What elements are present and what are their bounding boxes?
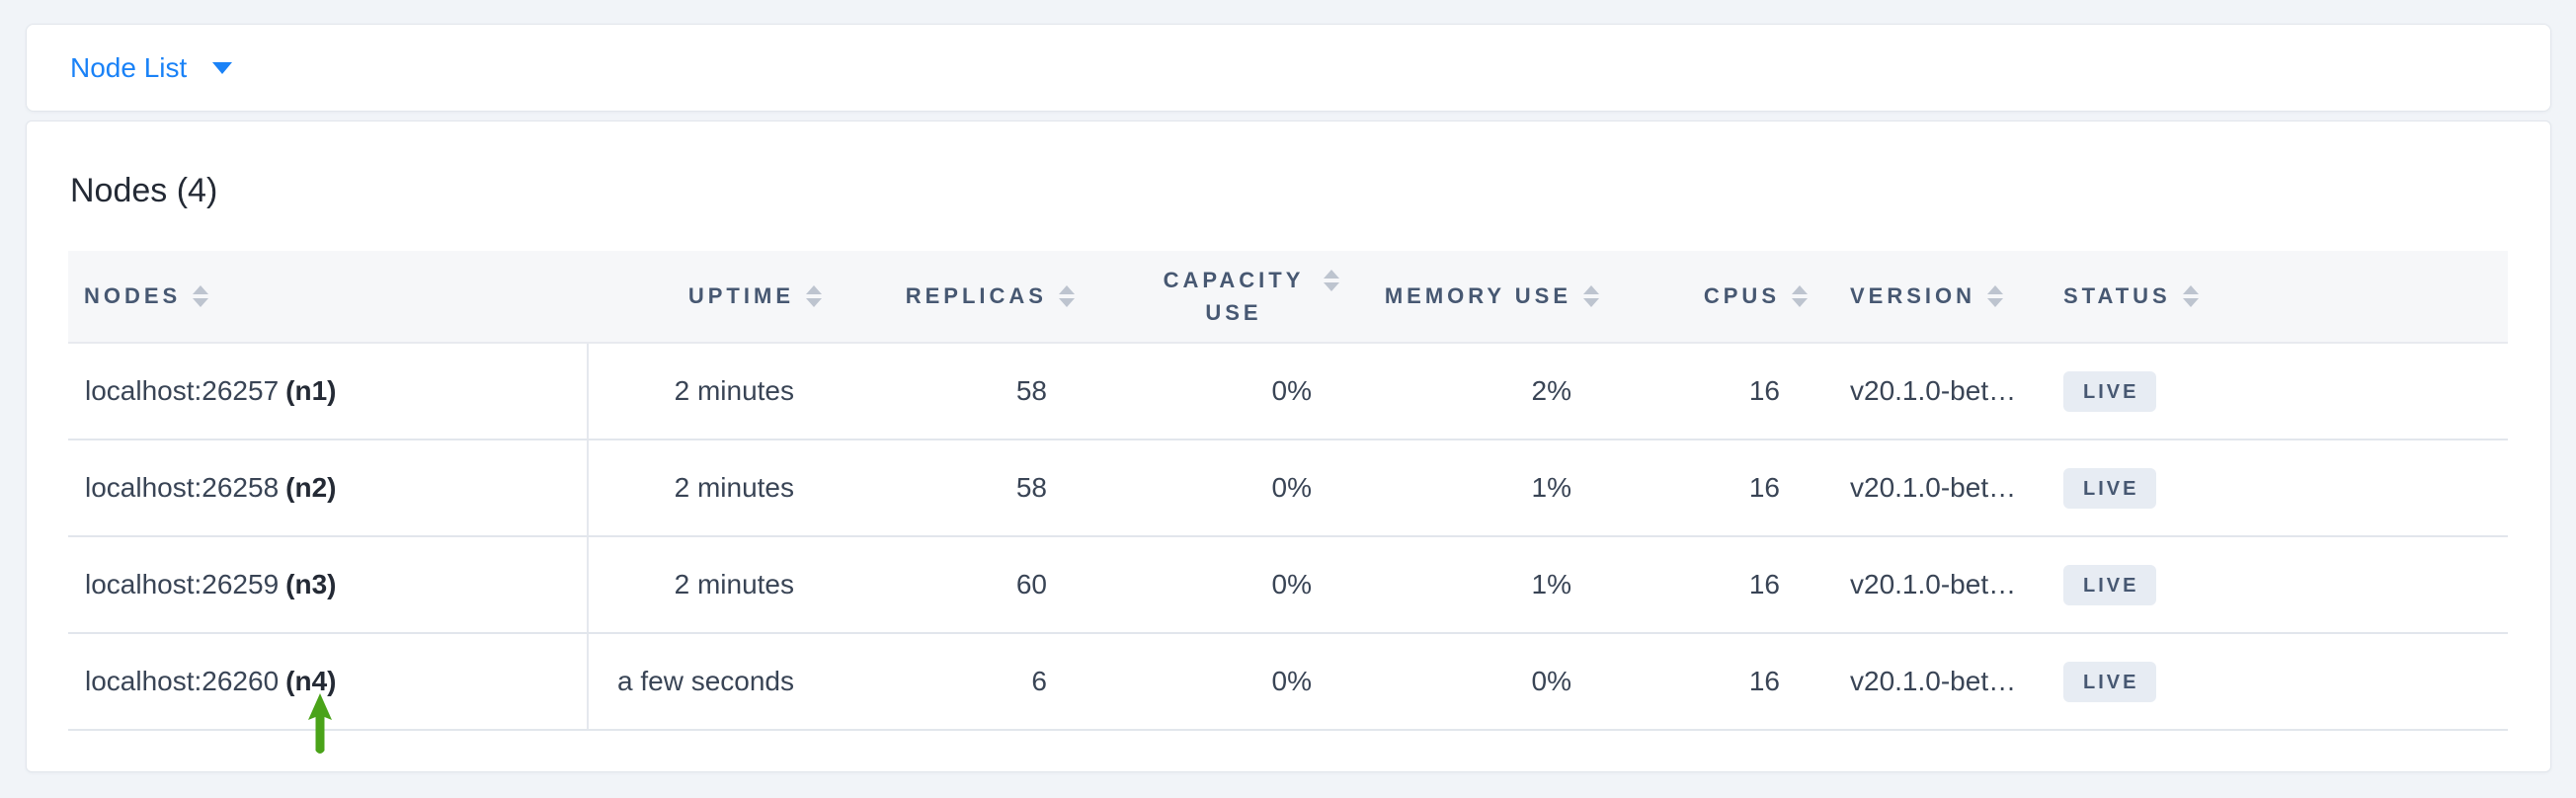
column-label: UPTIME bbox=[687, 283, 794, 308]
chevron-down-icon bbox=[212, 61, 233, 74]
memory-use-cell: 2% bbox=[1339, 343, 1599, 440]
table-row-n4[interactable]: localhost:26260 (n4) a few seconds 6 0% 0… bbox=[68, 633, 2508, 731]
status-cell: LIVE bbox=[2040, 343, 2508, 440]
node-address: localhost:26259 bbox=[85, 569, 280, 599]
replicas-cell: 58 bbox=[822, 439, 1075, 537]
node-list-dropdown[interactable]: Node List bbox=[70, 51, 233, 84]
capacity-use-cell: 0% bbox=[1075, 343, 1339, 440]
column-header-cpus[interactable]: CPUS bbox=[1599, 251, 1808, 344]
node-address-cell: localhost:26258 (n2) bbox=[68, 439, 589, 537]
sort-icon[interactable] bbox=[1324, 270, 1339, 291]
replicas-cell: 58 bbox=[822, 343, 1075, 440]
column-label: NODES bbox=[84, 283, 182, 308]
status-badge: LIVE bbox=[2063, 467, 2157, 509]
cpus-cell: 16 bbox=[1599, 439, 1808, 537]
status-cell: LIVE bbox=[2040, 536, 2508, 634]
cpus-cell: 16 bbox=[1599, 536, 1808, 634]
table-row-n3[interactable]: localhost:26259 (n3) 2 minutes 60 0% 1% 1… bbox=[68, 536, 2508, 634]
node-list-dropdown-label: Node List bbox=[70, 51, 188, 83]
node-id: (n3) bbox=[285, 569, 337, 599]
node-address: localhost:26258 bbox=[85, 472, 280, 503]
node-address-cell: localhost:26260 (n4) bbox=[68, 633, 589, 731]
node-id: (n4) bbox=[285, 666, 337, 696]
node-address: localhost:26257 bbox=[85, 375, 280, 406]
column-header-nodes[interactable]: NODES bbox=[68, 251, 588, 344]
version-cell: v20.1.0-bet… bbox=[1808, 536, 2040, 634]
node-id: (n2) bbox=[285, 472, 337, 503]
uptime-cell: 2 minutes bbox=[588, 343, 822, 440]
view-selector-bar: Node List bbox=[26, 24, 2551, 112]
sort-icon[interactable] bbox=[2182, 285, 2199, 307]
uptime-cell: 2 minutes bbox=[588, 439, 822, 537]
cpus-cell: 16 bbox=[1599, 633, 1808, 731]
memory-use-cell: 1% bbox=[1339, 536, 1599, 634]
column-label: REPLICAS bbox=[905, 283, 1047, 308]
table-row-n1[interactable]: localhost:26257 (n1) 2 minutes 58 0% 2% 1… bbox=[68, 343, 2508, 440]
sort-icon[interactable] bbox=[1987, 285, 2004, 307]
version-cell: v20.1.0-bet… bbox=[1808, 633, 2040, 731]
column-header-capacity-use[interactable]: CAPACITY USE bbox=[1075, 251, 1339, 344]
node-address-cell: localhost:26257 (n1) bbox=[68, 343, 589, 440]
table-header-row: NODES UPTIME REPLICAS CAPACITY USE MEMOR… bbox=[68, 251, 2508, 344]
nodes-table: NODES UPTIME REPLICAS CAPACITY USE MEMOR… bbox=[68, 251, 2508, 731]
status-cell: LIVE bbox=[2040, 439, 2508, 537]
sort-icon[interactable] bbox=[806, 285, 822, 307]
column-header-replicas[interactable]: REPLICAS bbox=[822, 251, 1075, 344]
status-cell: LIVE bbox=[2040, 633, 2508, 731]
cpus-cell: 16 bbox=[1599, 343, 1808, 440]
replicas-cell: 60 bbox=[822, 536, 1075, 634]
sort-icon[interactable] bbox=[1792, 285, 1808, 307]
node-address-cell: localhost:26259 (n3) bbox=[68, 536, 589, 634]
sort-icon[interactable] bbox=[1059, 285, 1075, 307]
uptime-cell: 2 minutes bbox=[588, 536, 822, 634]
column-label: MEMORY USE bbox=[1384, 283, 1571, 308]
column-label: CPUS bbox=[1703, 283, 1780, 308]
replicas-cell: 6 bbox=[822, 633, 1075, 731]
capacity-use-cell: 0% bbox=[1075, 439, 1339, 537]
column-header-version[interactable]: VERSION bbox=[1808, 251, 2040, 344]
capacity-use-cell: 0% bbox=[1075, 633, 1339, 731]
column-header-uptime[interactable]: UPTIME bbox=[588, 251, 822, 344]
nodes-count-title: Nodes (4) bbox=[70, 172, 218, 209]
node-id: (n1) bbox=[285, 375, 337, 406]
sort-icon[interactable] bbox=[1583, 285, 1599, 307]
column-label: CAPACITY USE bbox=[1163, 268, 1305, 325]
column-header-status[interactable]: STATUS bbox=[2040, 251, 2508, 344]
memory-use-cell: 0% bbox=[1339, 633, 1599, 731]
column-label: STATUS bbox=[2063, 283, 2171, 308]
node-address: localhost:26260 bbox=[85, 666, 280, 696]
capacity-use-cell: 0% bbox=[1075, 536, 1339, 634]
status-badge: LIVE bbox=[2063, 370, 2157, 412]
sort-icon[interactable] bbox=[193, 285, 209, 307]
version-cell: v20.1.0-bet… bbox=[1808, 343, 2040, 440]
column-header-memory-use[interactable]: MEMORY USE bbox=[1339, 251, 1599, 344]
version-cell: v20.1.0-bet… bbox=[1808, 439, 2040, 537]
uptime-cell: a few seconds bbox=[588, 633, 822, 731]
status-badge: LIVE bbox=[2063, 661, 2157, 702]
column-label: VERSION bbox=[1850, 283, 1976, 308]
nodes-panel: Nodes (4) NODES UPTIME REPLICAS CAPACITY… bbox=[26, 120, 2551, 772]
table-row-n2[interactable]: localhost:26258 (n2) 2 minutes 58 0% 1% 1… bbox=[68, 439, 2508, 537]
status-badge: LIVE bbox=[2063, 564, 2157, 605]
memory-use-cell: 1% bbox=[1339, 439, 1599, 537]
